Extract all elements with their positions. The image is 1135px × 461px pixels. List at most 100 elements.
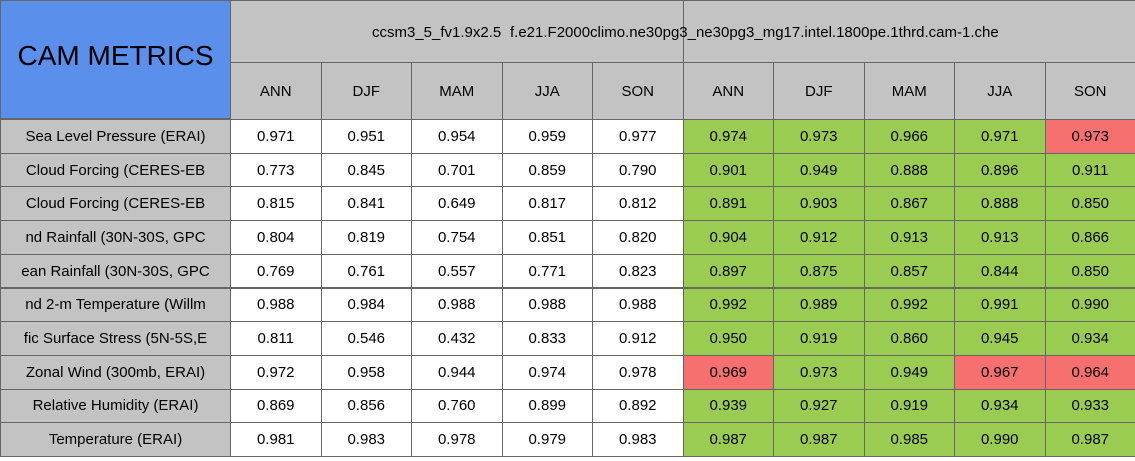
metric-cell: 0.790 <box>592 152 684 188</box>
group-header: f.e21.F2000climo.ne30pg3_ne30pg3_mg17.in… <box>510 24 999 41</box>
row-label: nd Rainfall (30N-30S, GPC <box>0 220 231 255</box>
metric-cell: 0.951 <box>320 119 412 154</box>
metric-cell: 0.701 <box>411 152 503 188</box>
metric-cell: 0.875 <box>773 253 865 289</box>
row-label: Temperature (ERAI) <box>0 422 231 457</box>
metric-cell: 0.901 <box>682 152 774 188</box>
metric-cell: 0.958 <box>320 354 412 390</box>
metric-cell: 0.991 <box>954 287 1046 323</box>
metric-cell: 0.819 <box>320 220 412 255</box>
metric-cell: 0.649 <box>411 186 503 222</box>
metric-cell: 0.845 <box>320 152 412 188</box>
metric-cell: 0.973 <box>773 354 865 390</box>
metric-cell: 0.934 <box>954 388 1046 424</box>
column-header: JJA <box>501 62 593 120</box>
metric-cell: 0.888 <box>954 186 1046 222</box>
column-header: SON <box>592 62 684 120</box>
metric-cell: 0.771 <box>501 253 593 289</box>
row-label: Relative Humidity (ERAI) <box>0 388 231 424</box>
metric-cell: 0.964 <box>1044 354 1135 390</box>
metric-cell: 0.973 <box>1044 119 1135 154</box>
metric-cell: 0.988 <box>230 287 322 323</box>
metric-cell: 0.949 <box>863 354 955 390</box>
metric-cell: 0.773 <box>230 152 322 188</box>
metric-cell: 0.969 <box>682 354 774 390</box>
metric-cell: 0.815 <box>230 186 322 222</box>
row-label: ean Rainfall (30N-30S, GPC <box>0 253 231 289</box>
metric-cell: 0.973 <box>773 119 865 154</box>
metric-cell: 0.971 <box>954 119 1046 154</box>
metric-cell: 0.959 <box>501 119 593 154</box>
metric-cell: 0.546 <box>320 321 412 356</box>
metric-cell: 0.933 <box>1044 388 1135 424</box>
column-header: ANN <box>230 62 322 120</box>
metric-cell: 0.804 <box>230 220 322 255</box>
group-header-cell <box>682 0 1135 63</box>
column-header: SON <box>1044 62 1135 120</box>
metric-cell: 0.988 <box>592 287 684 323</box>
metric-cell: 0.754 <box>411 220 503 255</box>
metric-cell: 0.857 <box>863 253 955 289</box>
metric-cell: 0.919 <box>863 388 955 424</box>
metric-cell: 0.891 <box>682 186 774 222</box>
metric-cell: 0.760 <box>411 388 503 424</box>
metric-cell: 0.911 <box>1044 152 1135 188</box>
metric-cell: 0.432 <box>411 321 503 356</box>
metric-cell: 0.985 <box>863 422 955 457</box>
metric-cell: 0.972 <box>230 354 322 390</box>
metric-cell: 0.927 <box>773 388 865 424</box>
column-header: DJF <box>320 62 412 120</box>
metric-cell: 0.971 <box>230 119 322 154</box>
metric-cell: 0.978 <box>411 422 503 457</box>
metric-cell: 0.934 <box>1044 321 1135 356</box>
metric-cell: 0.811 <box>230 321 322 356</box>
metric-cell: 0.990 <box>954 422 1046 457</box>
metric-cell: 0.867 <box>863 186 955 222</box>
metric-cell: 0.967 <box>954 354 1046 390</box>
column-header: DJF <box>773 62 865 120</box>
metric-cell: 0.987 <box>773 422 865 457</box>
metric-cell: 0.974 <box>682 119 774 154</box>
row-label: fic Surface Stress (5N-5S,E <box>0 321 231 356</box>
metric-cell: 0.850 <box>1044 186 1135 222</box>
row-label: nd 2-m Temperature (Willm <box>0 287 231 323</box>
column-header: JJA <box>954 62 1046 120</box>
metric-cell: 0.988 <box>411 287 503 323</box>
metric-cell: 0.823 <box>592 253 684 289</box>
row-label: Cloud Forcing (CERES-EB <box>0 186 231 222</box>
metric-cell: 0.557 <box>411 253 503 289</box>
metric-cell: 0.888 <box>863 152 955 188</box>
table-title: CAM METRICS <box>0 0 231 119</box>
metric-cell: 0.850 <box>1044 253 1135 289</box>
metric-cell: 0.851 <box>501 220 593 255</box>
metric-cell: 0.769 <box>230 253 322 289</box>
metric-cell: 0.896 <box>954 152 1046 188</box>
metric-cell: 0.989 <box>773 287 865 323</box>
metric-cell: 0.904 <box>682 220 774 255</box>
column-header: ANN <box>682 62 774 120</box>
metric-cell: 0.983 <box>592 422 684 457</box>
group-header: ccsm3_5_fv1.9x2.5 <box>372 24 502 41</box>
metric-cell: 0.833 <box>501 321 593 356</box>
metric-cell: 0.984 <box>320 287 412 323</box>
metric-cell: 0.954 <box>411 119 503 154</box>
metric-cell: 0.866 <box>1044 220 1135 255</box>
row-label: Zonal Wind (300mb, ERAI) <box>0 354 231 390</box>
metric-cell: 0.966 <box>863 119 955 154</box>
metric-cell: 0.987 <box>1044 422 1135 457</box>
metric-cell: 0.945 <box>954 321 1046 356</box>
metric-cell: 0.912 <box>773 220 865 255</box>
metric-cell: 0.990 <box>1044 287 1135 323</box>
metric-cell: 0.987 <box>682 422 774 457</box>
metric-cell: 0.817 <box>501 186 593 222</box>
metric-cell: 0.912 <box>592 321 684 356</box>
metric-cell: 0.899 <box>501 388 593 424</box>
metric-cell: 0.841 <box>320 186 412 222</box>
metric-cell: 0.860 <box>863 321 955 356</box>
metric-cell: 0.944 <box>411 354 503 390</box>
metric-cell: 0.950 <box>682 321 774 356</box>
column-header: MAM <box>411 62 503 120</box>
metric-cell: 0.812 <box>592 186 684 222</box>
metric-cell: 0.983 <box>320 422 412 457</box>
metric-cell: 0.992 <box>863 287 955 323</box>
